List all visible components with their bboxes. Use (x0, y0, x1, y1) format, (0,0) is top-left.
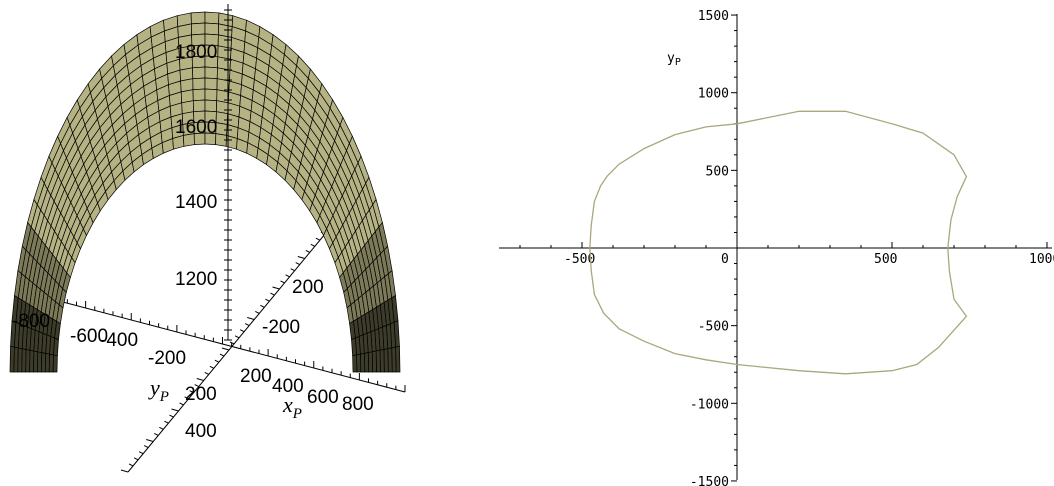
y-axis-label: yP (148, 375, 169, 405)
y-tick-label: -400 (100, 330, 138, 351)
x-tick-label: -500 (564, 252, 595, 267)
y-tick-label-far: 200 (292, 277, 324, 298)
minor-ticks (519, 14, 1048, 482)
y-tick-label-far: -800 (12, 311, 50, 332)
y-tick-label: 500 (706, 164, 729, 179)
y-tick-label: 1500 (698, 9, 729, 24)
y-tick-label: 200 (185, 384, 217, 405)
z-tick-label: 1400 (175, 192, 217, 213)
y-tick-label: -1500 (690, 475, 729, 486)
y-tick-label: -500 (698, 320, 729, 335)
y-tick-label: -600 (70, 326, 108, 347)
x-tick-label: 400 (272, 376, 304, 397)
x-tick-label: 600 (307, 387, 339, 408)
y-tick-label: 1000 (698, 87, 729, 102)
z-tick-label: 1600 (175, 117, 217, 138)
x-tick-label: 800 (342, 394, 374, 415)
z-tick-label: 1800 (175, 42, 217, 63)
x-tick-label: 200 (240, 366, 272, 387)
y-axis-label: yP (667, 51, 681, 68)
y-tick-label: -200 (148, 348, 186, 369)
axis-ticks (39, 225, 406, 473)
z-tick-label: 1200 (175, 269, 217, 290)
y-tick-label: -1000 (690, 397, 729, 412)
y-tick-label: 400 (185, 421, 217, 442)
y-tick-label-far: -200 (262, 317, 300, 338)
surface-mesh (9, 11, 401, 373)
x-tick-label: 500 (874, 252, 897, 267)
x-tick-label: 0 (721, 252, 729, 267)
x-tick-label: 1000 (1029, 252, 1054, 267)
series-curve (589, 110, 968, 375)
curve-plot-2d: -500 0 500 1000 1500 1000 500 -500 -1000 -1500 yP (499, 9, 1054, 486)
x-axis-label: xP (282, 392, 302, 422)
